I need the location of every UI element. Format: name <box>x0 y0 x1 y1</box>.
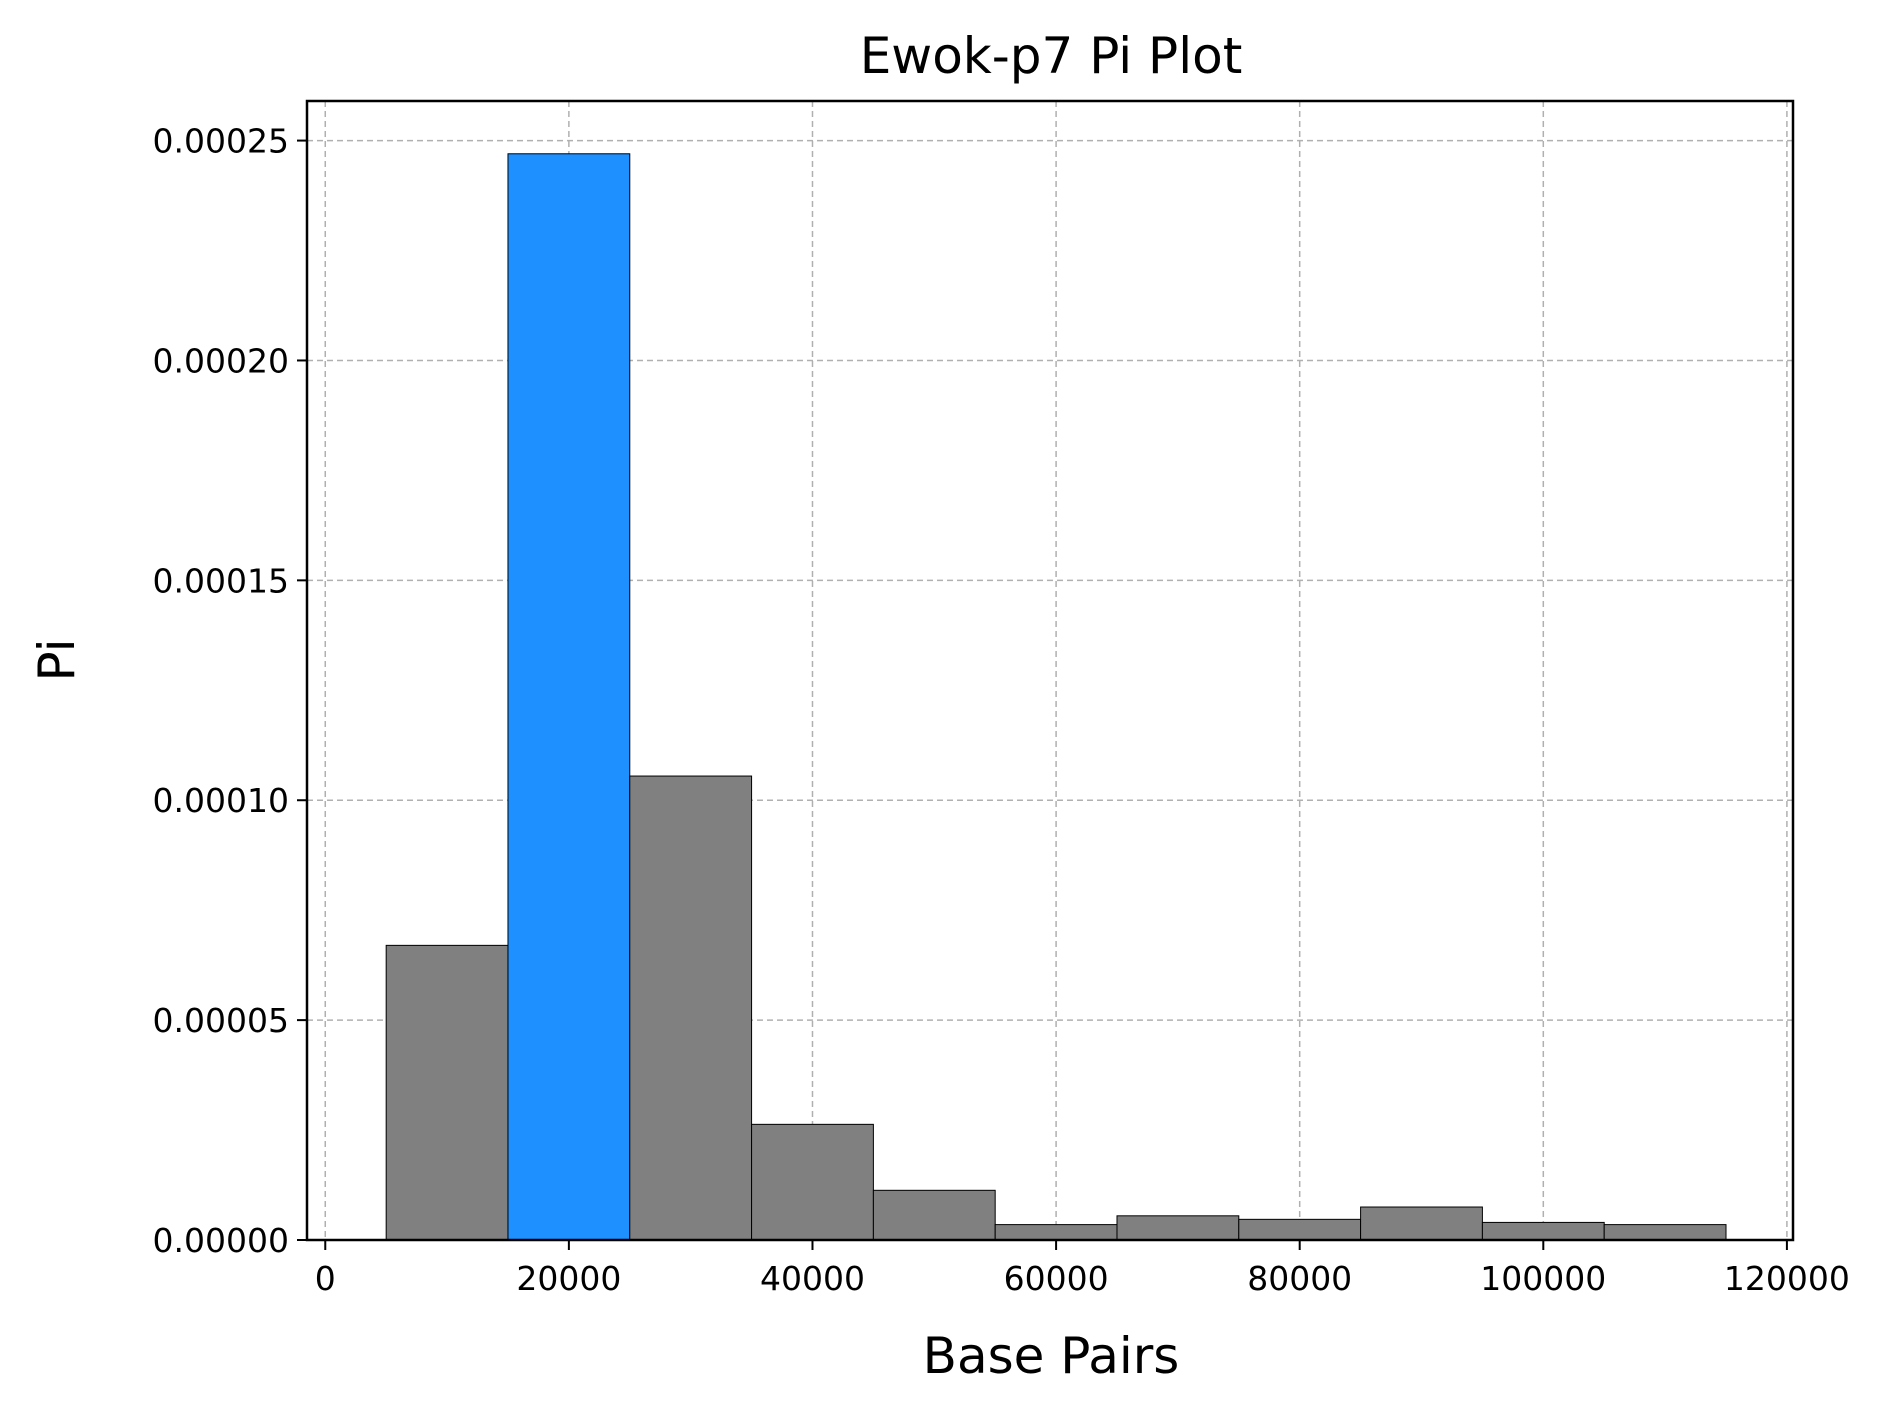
y-tick-label: 0.00020 <box>153 341 289 380</box>
x-tick-label: 80000 <box>1247 1259 1352 1298</box>
histogram-bar <box>872 1189 996 1241</box>
ticks: 0 20000 40000 60000 80000 100000 120000 0.00000… <box>153 122 1850 1298</box>
y-tick-label: 0.00010 <box>153 781 289 820</box>
histogram-bar <box>629 775 753 1241</box>
x-tick-label: 0 <box>315 1259 336 1298</box>
axes <box>305 99 1795 1242</box>
histogram-bar <box>1481 1221 1605 1241</box>
x-tick-label: 40000 <box>760 1259 865 1298</box>
chart-title: Ewok-p7 Pi Plot <box>860 27 1243 85</box>
y-tick-label: 0.00015 <box>153 561 289 600</box>
x-axis-title: Base Pairs <box>923 1327 1180 1385</box>
y-tick-label: 0.00005 <box>153 1001 289 1040</box>
histogram-bar <box>751 1123 874 1241</box>
histogram-bar <box>994 1224 1118 1241</box>
y-tick-label: 0.00000 <box>153 1221 289 1260</box>
x-tick-label: 20000 <box>516 1259 621 1298</box>
y-axis-title: Pi <box>28 639 86 682</box>
y-tick-label: 0.00025 <box>153 122 289 161</box>
plot-frame <box>305 99 1795 1242</box>
bars <box>385 153 1727 1241</box>
histogram-bar <box>507 153 631 1241</box>
histogram-bar <box>1360 1206 1483 1241</box>
x-tick-label: 120000 <box>1724 1259 1850 1298</box>
histogram-bar <box>1238 1218 1362 1241</box>
x-tick-label: 60000 <box>1004 1259 1109 1298</box>
histogram-bar <box>1603 1224 1727 1241</box>
histogram-bar <box>385 944 509 1241</box>
x-tick-label: 100000 <box>1480 1259 1606 1298</box>
histogram-bar <box>1116 1215 1240 1241</box>
